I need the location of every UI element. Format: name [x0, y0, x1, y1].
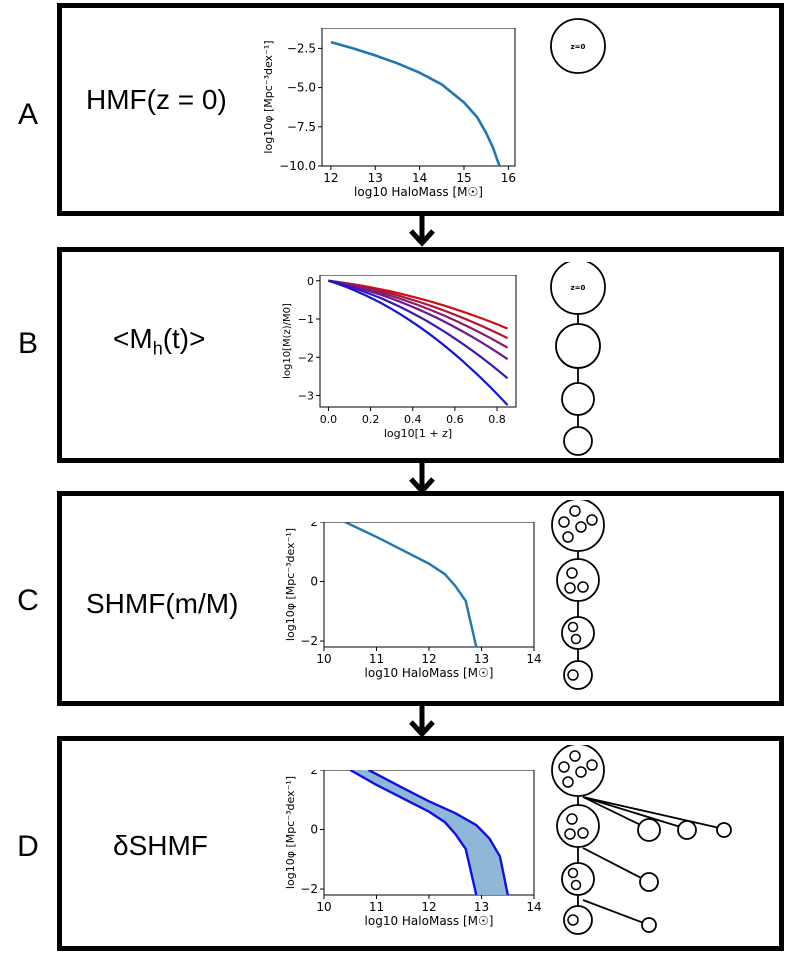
chart-d: 10 11 12 13 14 2 0 −2 log10 HaloMass [M☉] log10φ …: [284, 770, 542, 928]
x-tick-label: 12: [421, 652, 436, 666]
title-b-end: (t)>: [162, 323, 206, 354]
y-tick-label: −1: [298, 313, 314, 326]
chart-b: 0.0 0.2 0.4 0.6 0.8 0 −1 −2 −3 log10[1 + z] log10[…: [282, 275, 517, 440]
halo-with-subhalos: [551, 745, 605, 797]
halo-merger-tree-c: [551, 500, 605, 690]
x-axis-label: log10 HaloMass [M☉]: [365, 666, 494, 680]
halo-with-subhalos: [556, 804, 600, 848]
y-axis-label: log10φ [Mpc⁻³dex⁻¹]: [262, 40, 275, 153]
down-arrow-icon: [409, 214, 435, 247]
x-tick-label: 10: [316, 652, 331, 666]
x-tick-label: 11: [369, 900, 384, 914]
x-tick-label: 0.0: [320, 413, 338, 426]
y-tick-label: −3: [298, 390, 314, 403]
x-axis-label: log10 HaloMass [M☉]: [354, 185, 483, 199]
y-tick-label: −7.5: [287, 120, 316, 134]
accreted-halo: [641, 917, 657, 933]
accreted-halo: [716, 822, 732, 838]
accreted-halo: [639, 872, 659, 892]
z0-label: z=0: [571, 284, 586, 292]
x-tick-label: 0.2: [362, 413, 380, 426]
accreted-halo: [637, 818, 661, 842]
y-tick-label: −2: [300, 882, 318, 896]
hmf-line: [330, 40, 501, 167]
shmf-upper-bound: [368, 770, 509, 896]
chart-a: 12 13 14 15 16 −2.5 −5.0 −7.5 −10.0 log10 HaloMas…: [262, 28, 516, 199]
panel-c: [57, 491, 784, 706]
y-tick-label: 0: [307, 275, 314, 288]
panel-letter-b: B: [17, 327, 38, 360]
x-tick-label: 14: [412, 171, 427, 185]
halo-with-subhalos: [563, 660, 593, 690]
y-tick-label: 0: [310, 575, 318, 589]
y-tick-label: 0: [310, 823, 318, 837]
panel-b: [57, 247, 784, 463]
halo-with-subhalos: [561, 862, 595, 896]
shmf-scatter-band: [350, 770, 508, 895]
shmf-lower-bound: [349, 770, 478, 896]
y-axis-label: log10[M(z)/M0]: [282, 303, 293, 379]
panel-letter-a: A: [17, 98, 38, 131]
halo-circle: [550, 18, 606, 74]
x-tick-label: 14: [526, 652, 541, 666]
panel-title-c: SHMF(m/M): [86, 588, 239, 619]
x-tick-label: 15: [456, 171, 471, 185]
y-tick-label: −5.0: [287, 81, 316, 95]
mass-history-line: [328, 279, 509, 406]
x-tick-label: 14: [526, 900, 541, 914]
panel-title-d: δSHMF: [113, 830, 208, 861]
halo-circle: [555, 323, 601, 369]
x-tick-label: 11: [369, 652, 384, 666]
halo-merger-tree-b: z=0: [550, 262, 606, 456]
y-tick-label: 2: [310, 522, 318, 529]
x-tick-label: 10: [316, 900, 331, 914]
x-tick-label: 13: [474, 652, 489, 666]
panel-d: [57, 736, 784, 951]
x-tick-label: 13: [368, 171, 383, 185]
panel-a: [57, 3, 784, 216]
x-tick-label: 16: [501, 171, 516, 185]
x-tick-label: 12: [421, 900, 436, 914]
x-tick-label: 0.4: [404, 413, 422, 426]
x-tick-label: 0.6: [446, 413, 464, 426]
chart-c: 10 11 12 13 14 2 0 −2 log10 HaloMass [M☉] log10φ …: [284, 522, 542, 680]
y-tick-label: −2.5: [287, 41, 316, 55]
x-tick-label: 13: [474, 900, 489, 914]
panel-letter-d: D: [17, 830, 39, 863]
title-b-sub: h: [152, 338, 163, 359]
halo-with-subhalos: [563, 905, 593, 935]
plot-frame: [319, 275, 517, 408]
shmf-line: [344, 522, 478, 648]
y-axis-label: log10φ [Mpc⁻³dex⁻¹]: [284, 528, 297, 641]
y-tick-label: −10.0: [279, 159, 316, 173]
halo-with-subhalos: [551, 500, 605, 552]
title-b-main: <M: [113, 323, 153, 354]
mass-history-line: [328, 279, 509, 380]
x-axis-label: log10 HaloMass [M☉]: [365, 914, 494, 928]
halo-with-subhalos: [561, 616, 595, 650]
z0-label: z=0: [571, 43, 586, 51]
panel-title-b: <Mh(t)>: [113, 323, 205, 360]
halo-diagram-a: z=0: [550, 18, 606, 74]
halo-circle: [561, 382, 595, 416]
down-arrow-icon: [409, 705, 435, 738]
x-tick-label: 0.8: [488, 413, 506, 426]
accretion-branches: [582, 796, 725, 926]
accreted-halo: [677, 820, 697, 840]
panel-letter-c: C: [17, 584, 39, 617]
y-tick-label: −2: [298, 351, 314, 364]
y-axis-label: log10φ [Mpc⁻³dex⁻¹]: [284, 776, 297, 889]
plot-frame: [321, 28, 516, 167]
plot-frame: [323, 522, 535, 648]
mass-history-line: [328, 279, 509, 361]
halo-circle: [563, 426, 593, 456]
x-tick-label: 12: [323, 171, 338, 185]
x-axis-label: log10[1 + z]: [384, 427, 452, 440]
y-tick-label: −2: [300, 634, 318, 648]
panel-title-a: HMF(z = 0): [86, 84, 227, 115]
halo-merger-tree-d: [551, 745, 732, 935]
y-tick-label: 2: [310, 770, 318, 777]
halo-with-subhalos: [556, 558, 600, 602]
halo-circle: [550, 262, 606, 315]
